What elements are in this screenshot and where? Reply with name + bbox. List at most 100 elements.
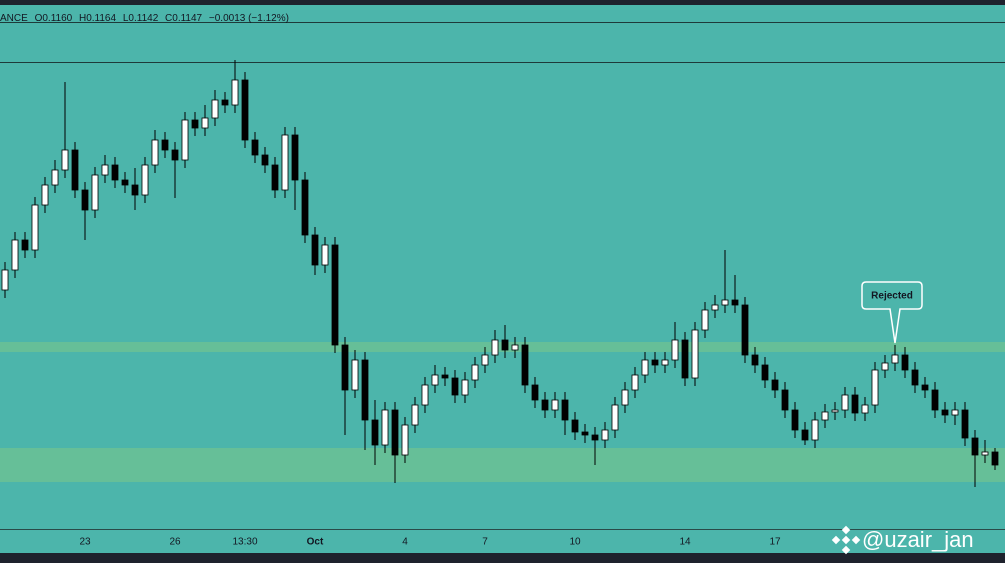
candle-body bbox=[581, 431, 589, 436]
callout-box bbox=[861, 281, 923, 344]
candle-body bbox=[921, 384, 929, 391]
candle-body bbox=[881, 362, 889, 371]
candle-body bbox=[661, 359, 669, 366]
x-tick-label: 10 bbox=[569, 537, 581, 548]
candle-body bbox=[741, 304, 749, 356]
candle-body bbox=[271, 164, 279, 191]
candle-body bbox=[351, 359, 359, 391]
candle-body bbox=[201, 117, 209, 129]
close-text: C0.1147 bbox=[165, 13, 203, 24]
candle-body bbox=[141, 164, 149, 196]
callout: Rejected bbox=[861, 281, 923, 344]
candle-body bbox=[761, 364, 769, 381]
candle-body bbox=[281, 134, 289, 191]
candle-body bbox=[461, 379, 469, 396]
candle-body bbox=[501, 339, 509, 351]
candle-body bbox=[901, 354, 909, 371]
candle-body bbox=[611, 404, 619, 431]
candle-body bbox=[161, 139, 169, 151]
candle-body bbox=[411, 404, 419, 426]
candle-body bbox=[971, 437, 979, 456]
candle-body bbox=[21, 239, 29, 251]
candle-body bbox=[751, 354, 759, 366]
candle-body bbox=[301, 179, 309, 236]
candle-body bbox=[841, 394, 849, 411]
candle-body bbox=[31, 204, 39, 251]
ohlc-header: ANCE O0.1160 H0.1164 L0.1142 C0.1147 −0.… bbox=[0, 13, 289, 24]
candle-body bbox=[691, 329, 699, 379]
candle-body bbox=[651, 359, 659, 366]
x-tick-label: 13:30 bbox=[232, 537, 257, 548]
candle-body bbox=[711, 304, 719, 311]
candle-body bbox=[941, 409, 949, 416]
candle-body bbox=[861, 404, 869, 414]
candle-body bbox=[641, 359, 649, 376]
support-zone bbox=[0, 448, 1005, 482]
candle-body bbox=[211, 99, 219, 119]
candle-body bbox=[701, 309, 709, 331]
candle-body bbox=[671, 339, 679, 361]
candle-body bbox=[291, 134, 299, 181]
candle-body bbox=[61, 149, 69, 171]
symbol: ANCE bbox=[0, 13, 28, 24]
candle-body bbox=[111, 164, 119, 181]
open-text: O0.1160 bbox=[35, 13, 73, 24]
candle-body bbox=[131, 184, 139, 196]
candle-body bbox=[231, 79, 239, 106]
candle-body bbox=[871, 369, 879, 406]
candle-body bbox=[801, 429, 809, 441]
candle-body bbox=[361, 359, 369, 421]
candle-body bbox=[221, 99, 229, 106]
callout-text: Rejected bbox=[871, 291, 913, 302]
candle-body bbox=[371, 419, 379, 446]
watermark-text: @uzair_jan bbox=[862, 527, 974, 552]
candle-body bbox=[931, 389, 939, 411]
candle-body bbox=[681, 339, 689, 379]
candle-body bbox=[721, 299, 729, 306]
candle-body bbox=[991, 451, 999, 466]
x-tick-label: 4 bbox=[402, 537, 408, 548]
high-text: H0.1164 bbox=[79, 13, 117, 24]
candle-body bbox=[311, 234, 319, 266]
candle-body bbox=[561, 399, 569, 421]
candle-body bbox=[851, 394, 859, 414]
candle-body bbox=[831, 409, 839, 413]
candle-body bbox=[181, 119, 189, 161]
candle-body bbox=[811, 419, 819, 441]
low-text: L0.1142 bbox=[123, 13, 159, 24]
candle-body bbox=[51, 169, 59, 186]
candle-body bbox=[91, 174, 99, 211]
candle-body bbox=[591, 434, 599, 441]
candle-body bbox=[961, 409, 969, 439]
candle-body bbox=[391, 409, 399, 456]
candle-body bbox=[481, 354, 489, 366]
candle-body bbox=[601, 429, 609, 441]
candle-body bbox=[511, 344, 519, 351]
candle-body bbox=[381, 409, 389, 446]
candle-body bbox=[821, 411, 829, 421]
candle-body bbox=[771, 379, 779, 391]
candle-body bbox=[431, 374, 439, 386]
candle-body bbox=[121, 179, 129, 186]
candle-body bbox=[551, 399, 559, 411]
x-axis: 23 26 13:30 Oct 4 7 10 14 17 bbox=[79, 537, 781, 548]
candle-body bbox=[951, 409, 959, 416]
candle-body bbox=[241, 79, 249, 141]
candle-body bbox=[321, 244, 329, 266]
candle-body bbox=[1, 269, 9, 291]
candle-body bbox=[191, 119, 199, 129]
candles bbox=[1, 60, 999, 487]
candle-body bbox=[981, 451, 989, 456]
candle-body bbox=[81, 189, 89, 211]
x-tick-label: 26 bbox=[169, 537, 181, 548]
candle-body bbox=[331, 244, 339, 346]
candle-body bbox=[451, 377, 459, 396]
top-bar bbox=[0, 0, 1005, 5]
candle-body bbox=[71, 149, 79, 191]
candle-body bbox=[261, 154, 269, 166]
x-tick-label: 14 bbox=[679, 537, 691, 548]
candle-body bbox=[541, 399, 549, 411]
candle-body bbox=[571, 419, 579, 433]
